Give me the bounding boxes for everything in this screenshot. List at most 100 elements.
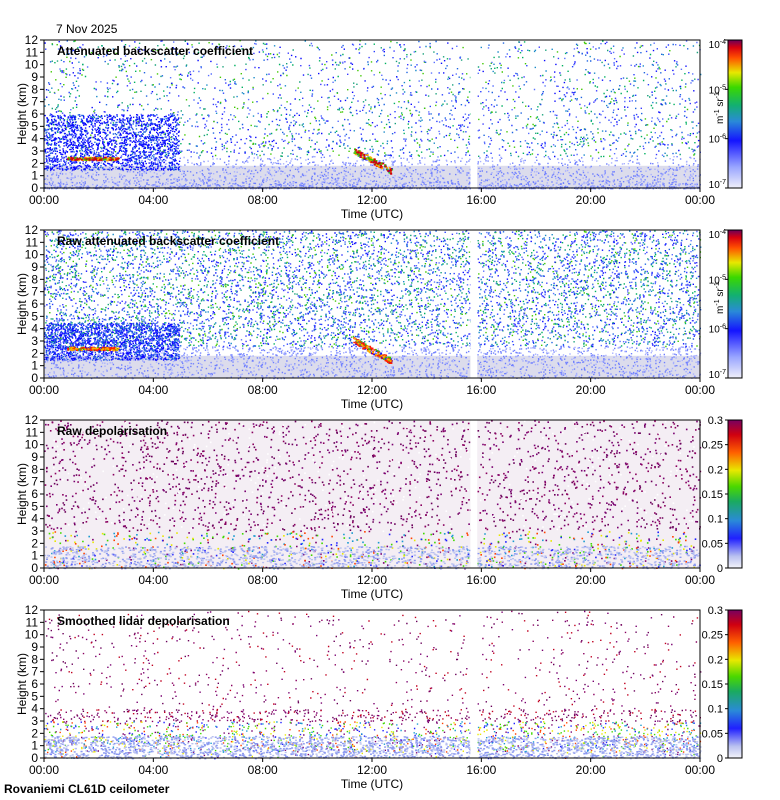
data-points [44, 346, 702, 380]
x-tick-label: 00:00 [29, 763, 59, 777]
colorbar-unit: m-1 sr-1 [714, 282, 726, 314]
y-tick-label: 2 [31, 346, 38, 360]
y-tick-label: 0 [31, 561, 38, 575]
x-tick-label: 00:00 [685, 193, 715, 207]
x-tick-label: 20:00 [576, 763, 606, 777]
y-tick-label: 9 [31, 260, 38, 274]
colorbar-tick-label: 10-5 [709, 84, 726, 96]
colorbar: 0 0.05 0.1 0.15 0.2 0.25 0.3 [702, 415, 743, 575]
y-tick-label: 9 [31, 640, 38, 654]
panel-title: Raw depolarisation [57, 424, 167, 438]
y-tick-label: 0 [31, 181, 38, 195]
y-tick-label: 6 [31, 487, 38, 501]
colorbar-tick-label: 0.05 [702, 538, 723, 550]
panel-title: Raw attenuated backscatter coefficient [57, 234, 279, 248]
y-tick-label: 10 [25, 248, 39, 262]
y-tick-label: 4 [31, 512, 38, 526]
x-tick-label: 08:00 [248, 573, 278, 587]
y-tick-label: 11 [26, 45, 39, 59]
colorbar-tick-label: 0.1 [708, 704, 723, 716]
colorbar-tick-label: 0.3 [708, 605, 723, 617]
data-points [44, 156, 701, 190]
y-tick-label: 8 [31, 462, 38, 476]
data-gap [470, 610, 478, 758]
y-tick-label: 9 [31, 450, 38, 464]
panel-title: Smoothed lidar depolarisation [57, 614, 230, 628]
colorbar-tick-label: 10-5 [709, 274, 726, 286]
y-tick-label: 4 [31, 322, 38, 336]
y-tick-label: 7 [31, 95, 38, 109]
data-points [44, 545, 700, 570]
y-tick-label: 12 [25, 603, 39, 617]
data-points [70, 337, 392, 362]
colorbar-tick-label: 0.2 [708, 464, 723, 476]
y-tick-label: 1 [31, 169, 38, 183]
x-tick-label: 12:00 [357, 383, 387, 397]
x-tick-label: 08:00 [248, 763, 278, 777]
x-tick-label: 00:00 [29, 573, 59, 587]
colorbar-tick-label: 10-6 [709, 134, 726, 146]
data-gap [470, 40, 478, 188]
y-axis-label: Height (km) [15, 463, 29, 525]
y-tick-label: 3 [31, 714, 38, 728]
y-tick-label: 11 [26, 235, 39, 249]
y-axis-label: Height (km) [15, 653, 29, 715]
x-tick-label: 20:00 [576, 573, 606, 587]
y-tick-label: 1 [31, 359, 38, 373]
x-tick-label: 08:00 [248, 193, 278, 207]
data-points [45, 420, 702, 570]
colorbar-tick-label: 0.05 [702, 728, 723, 740]
x-tick-label: 00:00 [29, 193, 59, 207]
colorbar-tick-label: 10-7 [709, 369, 726, 381]
y-tick-label: 3 [31, 334, 38, 348]
colorbar-tick-label: 0.3 [708, 415, 723, 427]
y-tick-label: 10 [25, 628, 39, 642]
colorbar: 0 0.05 0.1 0.15 0.2 0.25 0.3 [702, 605, 743, 765]
colorbar: 10-7 10-6 10-5 10-4 m-1 sr-1 [709, 229, 743, 381]
y-tick-label: 6 [31, 297, 38, 311]
y-tick-label: 11 [26, 425, 39, 439]
colorbar-tick-label: 10-6 [709, 324, 726, 336]
data-points [45, 545, 698, 570]
plot-area [44, 610, 700, 758]
x-axis-label: Time (UTC) [341, 397, 403, 411]
x-tick-label: 04:00 [138, 193, 168, 207]
y-axis-label: Height (km) [15, 83, 29, 145]
y-tick-label: 1 [31, 739, 38, 753]
colorbar-tick-label: 0.25 [702, 630, 723, 642]
colorbar-gradient [727, 229, 743, 379]
x-tick-label: 12:00 [357, 193, 387, 207]
x-tick-label: 04:00 [138, 763, 168, 777]
y-tick-label: 2 [31, 536, 38, 550]
x-tick-label: 00:00 [685, 573, 715, 587]
y-tick-label: 12 [25, 413, 39, 427]
depol-background [44, 420, 700, 568]
date-label: 7 Nov 2025 [56, 22, 118, 36]
panel-title: Attenuated backscatter coefficient [57, 44, 253, 58]
y-tick-label: 6 [31, 107, 38, 121]
y-axis-label: Height (km) [15, 273, 29, 335]
colorbar-gradient [727, 609, 743, 759]
x-tick-label: 04:00 [138, 383, 168, 397]
x-tick-label: 00:00 [685, 383, 715, 397]
y-tick-label: 8 [31, 652, 38, 666]
y-tick-label: 7 [31, 475, 38, 489]
y-tick-label: 12 [25, 223, 39, 237]
x-axis-label: Time (UTC) [341, 207, 403, 221]
x-axis-label: Time (UTC) [341, 587, 403, 601]
y-tick-label: 8 [31, 272, 38, 286]
x-tick-label: 12:00 [357, 573, 387, 587]
y-tick-label: 0 [31, 371, 38, 385]
data-gap [470, 420, 478, 568]
x-tick-label: 20:00 [576, 383, 606, 397]
colorbar-tick-label: 0.1 [708, 514, 723, 526]
y-tick-label: 10 [25, 58, 39, 72]
y-tick-label: 2 [31, 156, 38, 170]
y-tick-label: 2 [31, 726, 38, 740]
x-tick-label: 12:00 [357, 763, 387, 777]
